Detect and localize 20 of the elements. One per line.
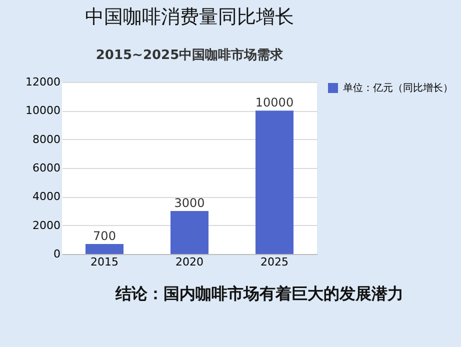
data-label: 700 [93, 228, 116, 243]
y-tick-label: 4000 [32, 190, 60, 204]
x-tick-label: 2015 [90, 256, 118, 268]
legend-label: 单位：亿元（同比增长） [343, 82, 453, 94]
bar [256, 110, 294, 254]
y-tick-label: 2000 [32, 218, 60, 232]
data-label: 3000 [174, 196, 205, 210]
y-tick-label: 10000 [26, 104, 60, 118]
y-tick-label: 12000 [26, 76, 60, 88]
y-tick-label: 8000 [32, 132, 60, 146]
chart-subtitle: 2015~2025中国咖啡市场需求 [96, 47, 284, 63]
text: 结论：国内咖啡市场有着巨大的发展潜力 [114, 284, 404, 303]
data-label: 10000 [255, 96, 294, 110]
y-tick-label: 0 [54, 248, 60, 260]
y-tick-label: 6000 [32, 162, 60, 174]
bar [170, 211, 208, 254]
bar [86, 244, 124, 254]
x-tick-label: 2020 [176, 256, 204, 268]
chart-title: 中国咖啡消费量同比增长 [85, 6, 294, 28]
x-tick-label: 2025 [260, 256, 288, 268]
